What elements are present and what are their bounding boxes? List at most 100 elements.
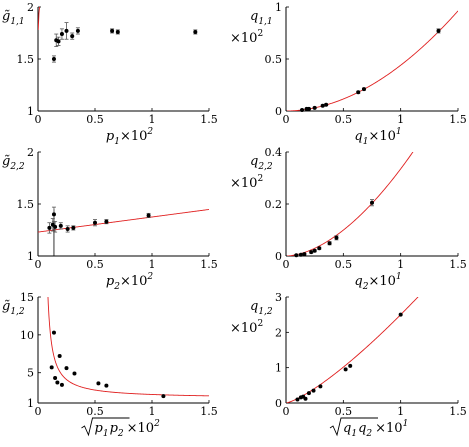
x-tick-label: 0 [35,405,42,418]
data-point [311,388,316,393]
y-tick-label: 0 [275,250,282,263]
panel-g22: 0 0.5 1 1.5 1 1.5 2g̃2,2 p2×102 [2,146,218,292]
data-point [348,363,353,368]
data-point [93,220,97,225]
x-tick-label: 0.5 [335,258,353,271]
data-point [295,397,300,402]
data-point [51,330,56,335]
x-tick-label: 0.5 [86,405,104,418]
fit-curve [286,297,419,403]
data-point [49,365,54,370]
y-tick-label: 15 [20,291,34,304]
data-point [53,376,58,381]
x-tick-label: 1.5 [200,113,218,126]
data-point [302,252,307,257]
x-tick-label: 0 [35,258,42,271]
data-point [115,29,120,34]
y-axis-label: g̃1,1 [2,9,25,27]
data-point [72,371,77,376]
data-point [75,28,80,33]
y-tick-label: 10 [20,329,34,342]
data-point [370,200,374,205]
x-tick-label: 1 [397,258,404,271]
data-point [298,252,303,257]
fit-curve [287,152,414,256]
y-tick-label: 0.4 [265,146,283,159]
x-tick-label: 1 [149,405,156,418]
data-point [320,103,325,108]
x-tick-label: 0.5 [335,113,353,126]
y-axis-label: q1,1 [250,9,273,27]
data-point [51,57,56,61]
x-tick-label: 0 [283,113,290,126]
y-axis-multiplier: ×102 [230,29,263,46]
y-tick-label: 0.2 [265,198,283,211]
svg-text:p1p2×102: p1p2 ×102 [95,419,161,439]
x-tick-label: 1.5 [200,405,218,418]
data-point [58,223,63,228]
x-tick-label: 1.5 [449,405,467,418]
x-axis-label: q2×101 [354,272,401,292]
data-point [161,394,166,399]
data-point [55,380,60,385]
data-point [361,87,366,92]
data-point [317,246,322,251]
data-point [59,32,64,37]
y-tick-label: 0.5 [265,53,283,66]
x-tick-label: 0.5 [335,405,353,418]
y-tick-label: 3 [275,291,282,304]
data-point [312,105,317,110]
data-point [303,396,308,401]
data-point [193,29,198,34]
data-point [104,219,109,224]
x-axis-label: p1×102 [106,127,154,147]
x-tick-label: 1 [149,258,156,271]
x-axis-label: p2×102 [106,272,154,292]
data-point [309,250,314,255]
data-point [51,212,56,217]
data-point [59,382,64,387]
data-point [65,226,70,231]
y-tick-label: 1.5 [17,198,35,211]
fit-curve [287,10,458,111]
x-tick-label: 1 [397,405,404,418]
x-tick-label: 0 [283,405,290,418]
data-point [327,241,332,246]
x-tick-label: 1 [397,113,404,126]
data-point [312,248,317,253]
data-point [70,34,75,39]
data-point [71,225,76,230]
x-axis-label: p1p2 ×102 [81,417,161,439]
x-tick-label: 0.5 [86,258,104,271]
data-point [398,312,403,317]
data-point [356,90,361,95]
fit-curve [38,209,209,233]
x-tick-label: 0.5 [86,113,104,126]
panel-q12: 0 0.5 1 1.5 0 1 2 3q1,2 ×102 q1q2 ×101 [230,291,467,439]
x-tick-label: 1.5 [449,258,467,271]
data-point [306,106,311,111]
data-point [343,367,348,372]
x-axis-label: q1q2 ×101 [329,417,408,439]
data-point [96,381,101,386]
x-tick-label: 0 [35,113,42,126]
y-tick-label: 0 [275,105,282,118]
data-point [104,383,109,388]
data-point [57,354,62,359]
y-tick-label: 1 [27,105,34,118]
data-point [53,224,58,229]
fit-curve [47,297,209,397]
x-tick-label: 0 [283,258,290,271]
y-tick-label: 2 [27,146,34,159]
data-point [300,107,305,112]
data-point [47,225,52,230]
x-tick-label: 1 [149,113,156,126]
y-tick-label: 1 [27,397,34,410]
y-axis-label: q2,2 [250,154,273,172]
y-axis-label: g̃2,2 [2,154,25,172]
data-point [306,391,311,396]
panel-g11: 0 0.5 1 1.5 1 1.5 2g̃1,1 p1×102 [2,1,218,147]
y-tick-label: 1 [27,250,34,263]
